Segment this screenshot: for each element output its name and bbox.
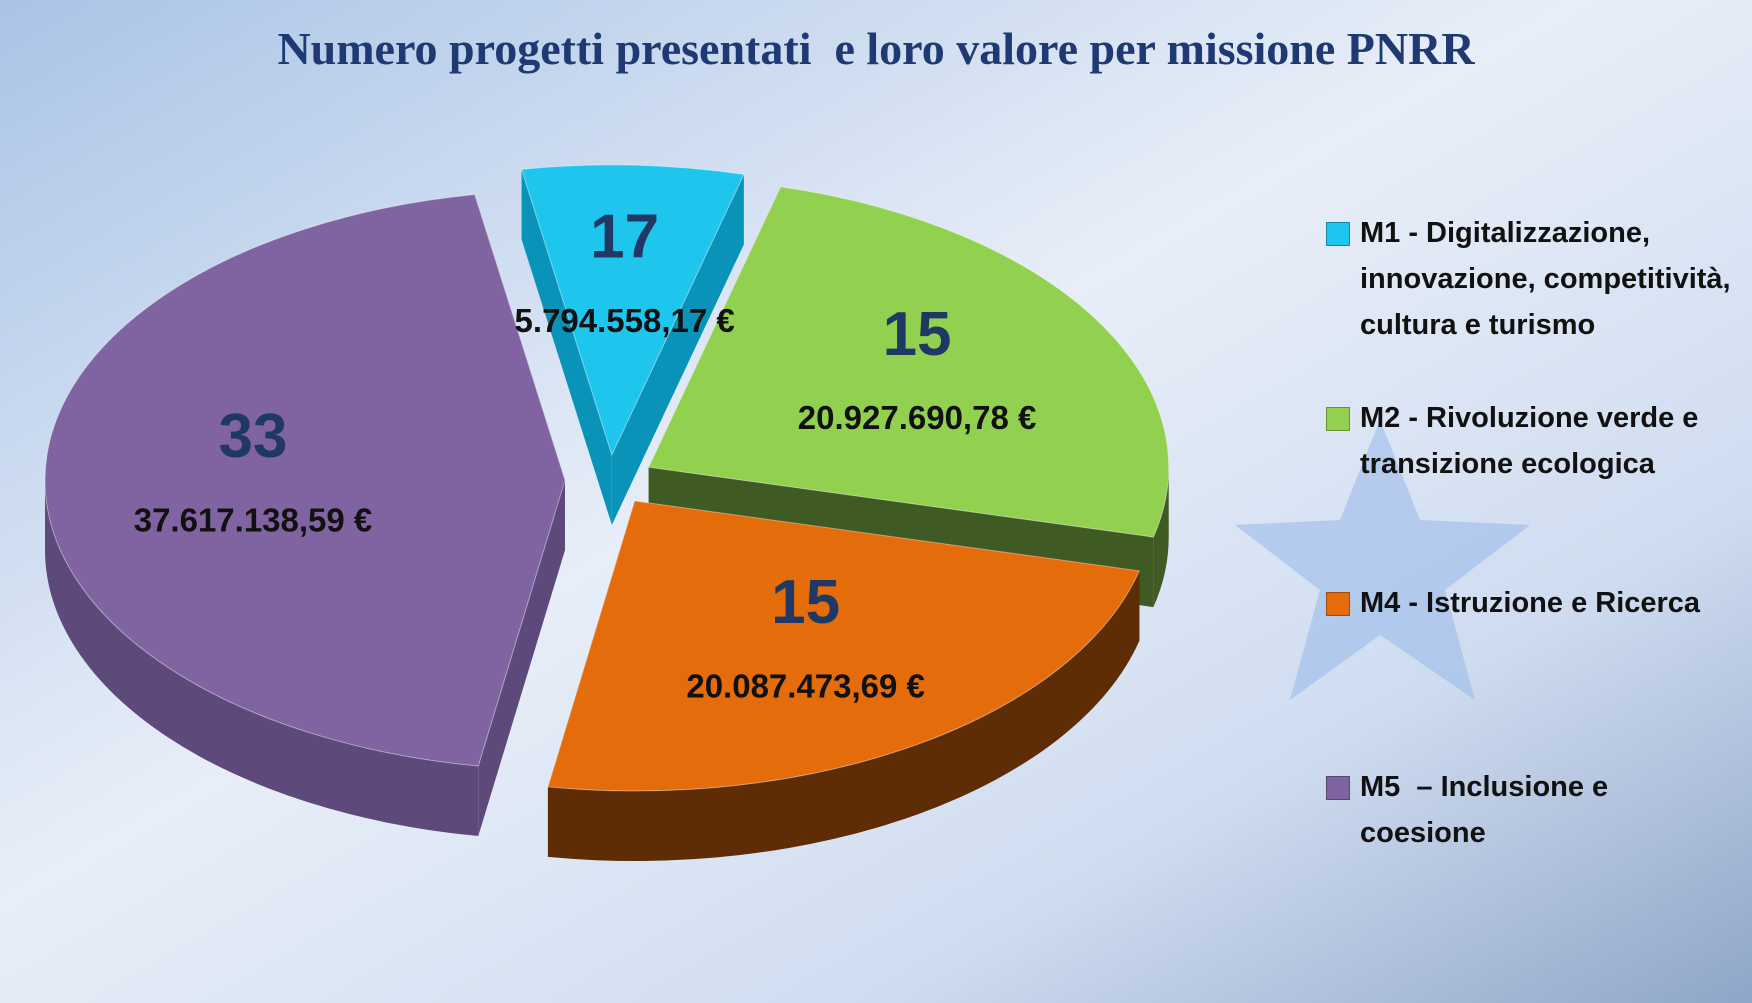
legend-label: M1 - Digitalizzazione, innovazione, comp… — [1360, 210, 1736, 348]
legend-label: M5 – Inclusione e coesione — [1360, 764, 1736, 856]
legend-item: M1 - Digitalizzazione, innovazione, comp… — [1326, 210, 1736, 348]
legend-item: M5 – Inclusione e coesione — [1326, 764, 1736, 856]
legend-swatch — [1326, 776, 1350, 800]
count-label: 15 — [771, 568, 840, 637]
legend-swatch — [1326, 222, 1350, 246]
page: 17 5.794.558,17 € 15 20.927.690,78 € 15 20.08… — [0, 0, 1752, 1003]
count-label: 17 — [590, 202, 659, 271]
value-label: 37.617.138,59 € — [134, 501, 373, 538]
value-label: 20.927.690,78 € — [798, 399, 1037, 436]
count-label: 15 — [883, 300, 952, 369]
legend-label: M4 - Istruzione e Ricerca — [1360, 580, 1700, 626]
chart-title: Numero progetti presentati e loro valore… — [0, 22, 1752, 75]
legend-swatch — [1326, 407, 1350, 431]
value-label: 5.794.558,17 € — [515, 302, 735, 339]
legend-swatch — [1326, 592, 1350, 616]
legend-label: M2 - Rivoluzione verde e transizione eco… — [1360, 395, 1736, 487]
legend-item: M2 - Rivoluzione verde e transizione eco… — [1326, 395, 1736, 487]
count-label: 33 — [219, 402, 288, 471]
legend-item: M4 - Istruzione e Ricerca — [1326, 580, 1736, 626]
value-label: 20.087.473,69 € — [686, 667, 925, 704]
